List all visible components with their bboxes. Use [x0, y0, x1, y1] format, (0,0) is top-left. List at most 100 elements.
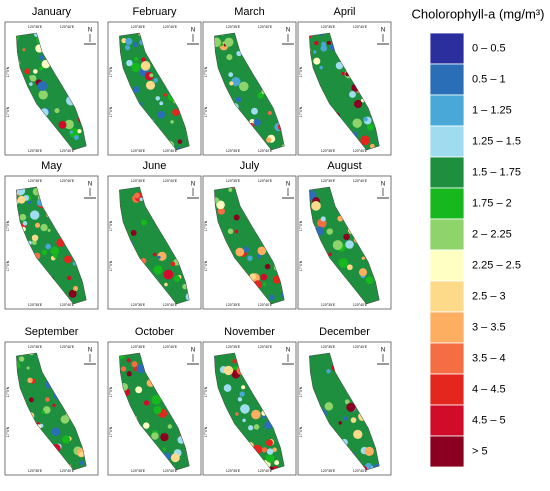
blob — [364, 446, 374, 457]
panel-title: April — [333, 6, 355, 18]
blob — [164, 282, 168, 287]
blob — [326, 228, 333, 235]
blob — [163, 93, 167, 97]
lon-tick: 120°35'E — [131, 345, 146, 349]
blob — [237, 397, 243, 402]
lon-tick: 120°35'E — [226, 345, 241, 349]
blob — [51, 427, 61, 437]
blob — [121, 38, 127, 44]
lat-tick: 17°0'N — [204, 426, 208, 437]
lon-tick: 120°35'E — [131, 149, 146, 153]
map-panel: September 120°35'E 120°40'E 120°35'E 120°40'… — [4, 326, 99, 476]
lat-tick: 17°5'N — [6, 66, 10, 77]
blob — [227, 228, 234, 235]
north-label: N — [381, 28, 385, 34]
blob — [125, 37, 133, 45]
lon-tick: 120°40'E — [258, 303, 273, 307]
blob — [135, 386, 143, 394]
map-panel: October 120°35'E 120°40'E 120°35'E 120°40'E 1… — [107, 326, 202, 476]
lat-tick: 17°0'N — [299, 260, 303, 271]
blob — [60, 415, 70, 424]
blob — [349, 91, 356, 98]
blob — [170, 120, 174, 124]
blob — [266, 448, 274, 455]
blob — [120, 366, 127, 372]
blob — [365, 276, 374, 285]
north-label: N — [88, 28, 92, 34]
map-panel: January 120°35'E 120°40'E 120°35'E 120°40'E 1… — [4, 6, 99, 156]
north-label: N — [191, 28, 195, 34]
legend-label: 0.5 – 1 — [472, 73, 506, 85]
legend-label: 3 – 3.5 — [472, 321, 506, 333]
blob — [69, 130, 73, 134]
blob — [235, 96, 242, 103]
legend-swatch — [429, 404, 465, 437]
lon-tick: 120°35'E — [131, 25, 146, 29]
blob — [257, 246, 267, 256]
blob — [38, 55, 44, 61]
blob — [151, 432, 159, 440]
blob — [226, 54, 233, 61]
map-panel: February 120°35'E 120°40'E 120°35'E 120°40'E… — [107, 6, 202, 156]
legend-swatch — [429, 187, 465, 220]
blob — [268, 294, 275, 301]
blob — [31, 234, 39, 242]
blob — [235, 412, 239, 416]
lat-tick: 17°5'N — [299, 66, 303, 77]
legend-label: 1.75 – 2 — [472, 197, 512, 209]
map-panel: March 120°35'E 120°40'E 120°35'E 120°40'E 17°… — [202, 6, 297, 156]
lon-tick: 120°40'E — [353, 149, 368, 153]
lon-tick: 120°40'E — [258, 149, 273, 153]
north-label: N — [286, 348, 290, 354]
blob — [173, 275, 181, 282]
lat-tick: 17°0'N — [6, 426, 10, 437]
blob — [321, 41, 327, 47]
north-label: N — [88, 348, 92, 354]
blob — [74, 135, 79, 140]
blob — [266, 137, 272, 143]
blob — [338, 421, 343, 425]
blob — [22, 221, 28, 226]
blob — [54, 108, 60, 114]
blob — [247, 255, 253, 261]
region — [309, 33, 380, 150]
blob — [313, 57, 321, 65]
lon-tick: 120°40'E — [163, 303, 178, 307]
region-outline — [119, 352, 190, 471]
lon-tick: 120°35'E — [321, 345, 336, 349]
panel-title: November — [224, 326, 275, 338]
blob — [141, 57, 146, 63]
blob — [145, 80, 156, 90]
blob — [130, 229, 137, 236]
legend-label: 2 – 2.25 — [472, 228, 512, 240]
legend-label: 1.25 – 1.5 — [472, 135, 521, 147]
blob — [58, 120, 67, 129]
blob — [235, 247, 245, 257]
blob — [228, 187, 233, 192]
blob — [140, 219, 147, 226]
blob — [264, 263, 271, 270]
blob — [328, 252, 332, 257]
legend-swatch — [429, 94, 465, 127]
blob — [29, 82, 33, 86]
blob — [30, 210, 40, 220]
blob — [77, 129, 82, 134]
blob — [134, 192, 140, 199]
blob — [353, 429, 363, 440]
blob — [350, 417, 357, 423]
blob — [240, 404, 250, 414]
blob — [28, 397, 34, 403]
blob — [31, 240, 37, 246]
blob — [47, 228, 51, 232]
lat-tick: 17°5'N — [109, 220, 113, 231]
panel-title: December — [319, 326, 370, 338]
lon-tick: 120°35'E — [226, 303, 241, 307]
lat-tick: 17°5'N — [299, 220, 303, 231]
blob — [131, 361, 138, 368]
blob — [232, 359, 237, 364]
blob — [346, 402, 356, 412]
blob — [151, 394, 162, 405]
lon-tick: 120°35'E — [321, 303, 336, 307]
lat-tick: 17°5'N — [204, 386, 208, 397]
